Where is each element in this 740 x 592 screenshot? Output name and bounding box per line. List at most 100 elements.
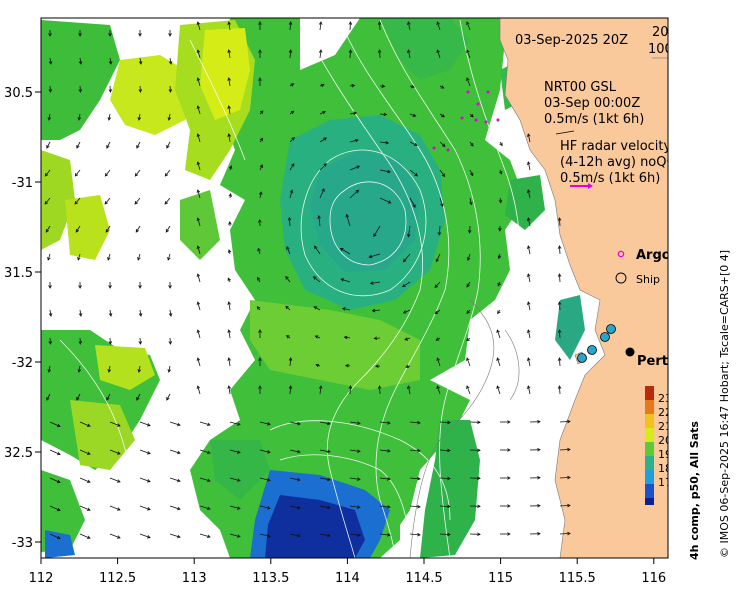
current-arrowhead [47, 256, 51, 261]
current-arrow [109, 505, 121, 511]
current-arrowhead [436, 357, 440, 362]
current-arrowhead [288, 357, 293, 361]
ship-marker [577, 353, 587, 363]
current-arrowhead [135, 228, 140, 233]
current-arrowhead [196, 301, 201, 306]
current-arrowhead [327, 533, 331, 538]
current-arrowhead [369, 281, 374, 285]
current-arrow [228, 77, 231, 87]
current-arrow [197, 385, 201, 395]
current-arrow [340, 248, 351, 255]
current-arrow [289, 49, 292, 59]
current-arrowhead [381, 84, 386, 88]
current-arrowhead [107, 256, 111, 261]
current-arrow [319, 385, 322, 395]
current-arrowhead [288, 385, 293, 389]
current-arrowhead [355, 189, 360, 194]
y-tick-label: -31 [12, 176, 33, 191]
current-arrowhead [447, 420, 451, 425]
current-arrowhead [469, 201, 473, 206]
current-arrowhead [402, 310, 407, 314]
current-arrow [49, 309, 52, 317]
current-arrowhead [467, 230, 472, 234]
perth-label: Perth [637, 354, 677, 369]
current-arrowhead [410, 84, 415, 89]
ship-marker [600, 332, 610, 342]
current-arrowhead [537, 475, 541, 480]
current-arrowhead [339, 248, 344, 252]
current-arrowhead [477, 532, 481, 537]
x-tick-label: 116 [641, 571, 666, 586]
current-arrow [409, 421, 421, 424]
current-arrow [369, 253, 381, 258]
current-arrowhead [258, 21, 262, 25]
current-arrow [436, 385, 441, 395]
current-arrowhead [196, 77, 201, 82]
current-arrow [466, 49, 471, 59]
current-arrowhead [497, 255, 502, 260]
current-arrowhead [466, 77, 470, 82]
current-arrow [107, 253, 111, 261]
current-arrow [439, 533, 451, 535]
y-tick-label: -33 [12, 536, 33, 551]
current-arrow [319, 421, 331, 425]
current-arrowhead [318, 21, 323, 25]
current-arrowhead [402, 258, 407, 263]
current-arrowhead [56, 479, 61, 484]
current-arrowhead [289, 189, 294, 194]
current-arrow [407, 385, 411, 395]
current-arrowhead [266, 450, 271, 454]
current-arrowhead [371, 308, 376, 313]
current-arrowhead [56, 423, 61, 428]
current-arrow [79, 309, 82, 317]
current-arrow [379, 113, 387, 116]
current-arrowhead [351, 83, 356, 88]
current-arrow [49, 57, 52, 65]
current-arrowhead [466, 337, 470, 342]
current-arrow [469, 141, 474, 147]
current-arrow [229, 449, 241, 454]
current-arrow [467, 253, 471, 261]
current-arrowhead [166, 144, 170, 149]
colorbar-label: 4h comp, p50, All Sats [688, 421, 701, 560]
current-arrow [289, 505, 301, 509]
current-arrow [435, 309, 441, 314]
current-arrowhead [48, 313, 53, 317]
current-arrowhead [259, 110, 264, 114]
current-arrow [228, 329, 231, 339]
current-arrow [469, 169, 474, 176]
current-arrowhead [196, 329, 201, 334]
current-vectors [44, 21, 571, 540]
current-arrowhead [56, 451, 61, 456]
current-arrowhead [527, 301, 531, 305]
current-arrow [319, 163, 327, 171]
current-arrowhead [116, 451, 121, 455]
current-arrow [373, 225, 381, 237]
current-arrowhead [496, 357, 500, 362]
current-arrowhead [266, 534, 271, 538]
current-arrow [49, 85, 51, 93]
current-arrowhead [441, 173, 446, 178]
current-arrowhead [385, 140, 390, 145]
current-arrowhead [116, 507, 121, 511]
current-arrowhead [407, 49, 411, 53]
current-arrowhead [196, 133, 201, 138]
current-arrowhead [470, 142, 474, 147]
current-arrowhead [557, 273, 562, 277]
current-arrow [559, 329, 561, 339]
current-arrow [409, 505, 421, 508]
current-arrowhead [356, 165, 361, 169]
current-arrowhead [44, 172, 49, 177]
current-arrow [527, 301, 531, 311]
current-arrowhead [498, 199, 503, 204]
current-arrowhead [176, 534, 181, 539]
current-arrow [527, 357, 531, 367]
current-arrowhead [146, 507, 151, 511]
current-arrowhead [447, 448, 451, 453]
current-arrow [169, 533, 181, 538]
current-arrowhead [258, 385, 262, 389]
current-arrowhead [108, 341, 113, 345]
current-arrowhead [436, 49, 440, 54]
current-arrowhead [497, 310, 501, 315]
